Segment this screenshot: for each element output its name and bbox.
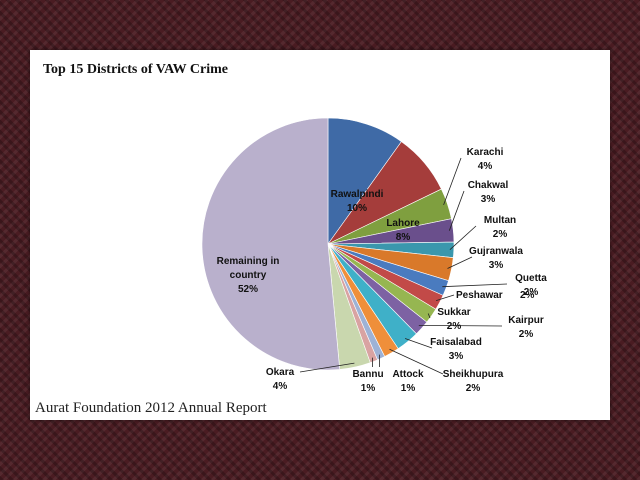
leader-line-sukkar [427, 313, 431, 319]
source-caption: Aurat Foundation 2012 Annual Report [35, 400, 267, 416]
chart-title: Top 15 Districts of VAW Crime [43, 62, 228, 77]
slice-label-rawalpindi: Rawalpindi [331, 189, 384, 200]
slice-label-sheikhupura: Sheikhupura [443, 369, 504, 380]
pie-slice-rawalpindi [327, 117, 402, 245]
leader-line-kairpur [418, 325, 503, 327]
slice-label-gujranwala: Gujranwala [469, 246, 523, 257]
slice-value-karachi: 4% [478, 161, 493, 172]
leader-line-sheikhupura [389, 348, 444, 375]
leader-line-multan [449, 225, 477, 250]
slice-label-okara: Okara [266, 367, 295, 378]
slice-value-bannu: 1% [361, 383, 376, 394]
leader-line-quetta [442, 283, 508, 288]
slice-label-lahore: Lahore [386, 218, 420, 229]
leader-line-okara [299, 362, 355, 373]
slice-value-peshawar: 2% [520, 290, 535, 301]
slice-label-karachi: Karachi [467, 147, 504, 158]
slice-label-bannu: Bannu [352, 369, 383, 380]
slice-value-sheikhupura: 2% [466, 383, 481, 394]
slice-value-gujranwala: 3% [489, 260, 504, 271]
pie-slices [201, 117, 455, 371]
slice-label-quetta: Quetta [515, 273, 547, 284]
slice-label-peshawar: Peshawar [456, 290, 503, 301]
slice-label-multan: Multan [484, 215, 516, 226]
slice-value-lahore: 8% [396, 232, 411, 243]
slice-value-faisalabad: 3% [449, 351, 464, 362]
leader-line-karachi [443, 157, 462, 206]
pie-slice-remaining-in-country [201, 117, 341, 371]
slice-value-rawalpindi: 10% [347, 203, 367, 214]
pie-chart: Rawalpindi 10% Lahore 8% Karachi 4% Chakwal 3% M… [201, 117, 548, 394]
leader-line-faisalabad [404, 338, 433, 349]
slice-label-remaining-in-country-line-1: Remaining in [217, 256, 280, 267]
slice-value-remaining-in-country: 52% [238, 284, 258, 295]
slice-value-quetta: 2% [524, 287, 539, 298]
slice-label-kairpur: Kairpur [508, 315, 544, 326]
leader-line-peshawar [435, 294, 455, 301]
slice-labels: Rawalpindi 10% Lahore 8% Karachi 4% Chakwal 3% M… [217, 147, 548, 394]
chart-card: Top 15 Districts of VAW Crime Rawalpindi… [30, 50, 610, 420]
slice-value-okara: 4% [273, 381, 288, 392]
slice-value-multan: 2% [493, 229, 508, 240]
slice-label-faisalabad: Faisalabad [430, 337, 482, 348]
slice-value-kairpur: 2% [519, 329, 534, 340]
slice-value-attock: 1% [401, 383, 416, 394]
slice-label-remaining-in-country-line-2: country [230, 270, 267, 281]
slice-label-sukkar: Sukkar [437, 307, 470, 318]
slice-value-chakwal: 3% [481, 194, 496, 205]
slice-label-attock: Attock [392, 369, 424, 380]
slice-value-sukkar: 2% [447, 321, 462, 332]
slice-label-chakwal: Chakwal [468, 180, 509, 191]
leader-lines [299, 157, 508, 375]
leader-line-gujranwala [447, 256, 473, 269]
leader-line-chakwal [448, 190, 465, 231]
